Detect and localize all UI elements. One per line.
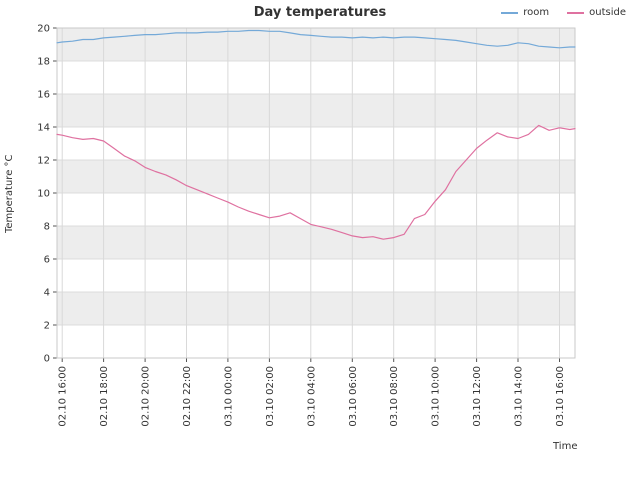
x-tick-label: 03.10 16:00 [555, 366, 566, 427]
x-tick-label: 03.10 10:00 [431, 366, 442, 427]
y-tick-label: 0 [44, 354, 50, 365]
plot-band [57, 160, 575, 193]
plot-band [57, 61, 575, 94]
x-tick-label: 02.10 16:00 [58, 366, 69, 427]
plot-band [57, 94, 575, 127]
plot-band [57, 259, 575, 292]
x-tick-label: 03.10 02:00 [265, 366, 276, 427]
y-tick-label: 8 [44, 222, 50, 233]
plot-band [57, 292, 575, 325]
x-tick-label: 02.10 18:00 [99, 366, 110, 427]
plot-band [57, 127, 575, 160]
y-tick-label: 12 [37, 156, 50, 167]
y-tick-label: 6 [44, 255, 50, 266]
y-axis-label: Temperature °C [4, 154, 15, 234]
plot-band [57, 325, 575, 358]
plot-band [57, 28, 575, 61]
y-tick-label: 16 [37, 90, 50, 101]
legend-label-room: room [523, 7, 550, 18]
x-axis-label: Time [553, 441, 578, 452]
x-tick-label: 02.10 20:00 [141, 366, 152, 427]
series-line-outside [56, 124, 576, 240]
x-tick-label: 03.10 06:00 [348, 366, 359, 427]
y-tick-label: 18 [37, 57, 50, 68]
series-line-room [56, 29, 576, 49]
x-tick-label: 03.10 12:00 [472, 366, 483, 427]
x-tick-label: 03.10 14:00 [514, 366, 525, 427]
room-line-swatch [501, 11, 519, 14]
plot-band [57, 193, 575, 226]
outside-line-swatch [567, 11, 585, 14]
y-tick-label: 2 [44, 321, 50, 332]
legend-item-outside: outside [567, 7, 626, 18]
chart-title: Day temperatures [253, 5, 387, 20]
y-tick-label: 10 [37, 189, 50, 200]
legend-label-outside: outside [589, 7, 626, 18]
plot-border [56, 27, 576, 359]
plot-band [57, 226, 575, 259]
legend: room outside [501, 7, 626, 18]
y-tick-label: 4 [44, 288, 50, 299]
x-tick-label: 03.10 04:00 [306, 366, 317, 427]
x-tick-label: 03.10 08:00 [389, 366, 400, 427]
legend-item-room: room [501, 7, 549, 18]
x-tick-label: 03.10 00:00 [223, 366, 234, 427]
y-tick-label: 14 [37, 123, 50, 134]
y-tick-label: 20 [37, 24, 50, 35]
x-tick-label: 02.10 22:00 [182, 366, 193, 427]
